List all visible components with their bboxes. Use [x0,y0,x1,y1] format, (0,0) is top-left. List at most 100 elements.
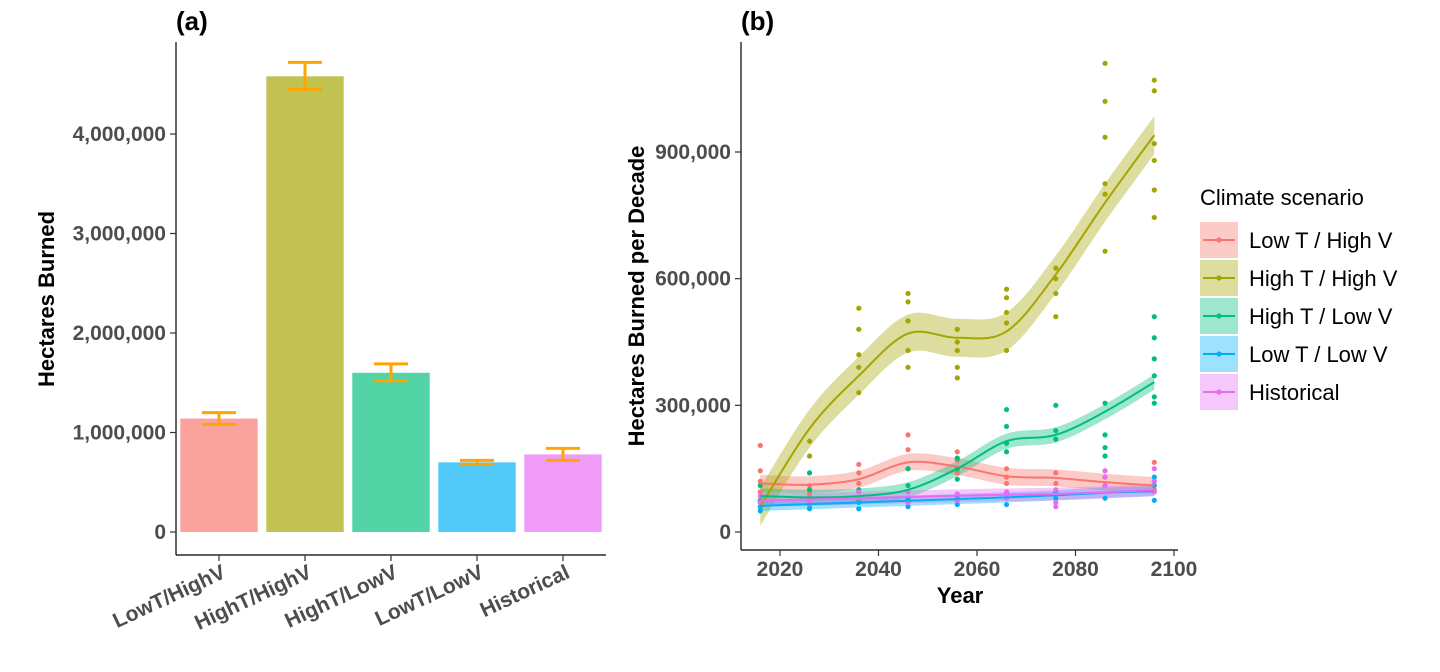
data-point [905,482,911,489]
y-ticks-a: 0 1,000,000 2,000,000 3,000,000 4,000,000 [73,123,176,544]
smooth-lines [759,134,1156,508]
data-point [856,390,862,396]
x-tick-label: 2060 [954,558,1001,581]
data-point [806,453,813,459]
legend-title: Climate scenario [1200,185,1364,210]
data-point [1003,480,1010,487]
y-tick-label: 0 [154,521,166,544]
y-tick-label: 600,000 [655,268,731,291]
data-point [905,290,911,297]
bar [266,76,344,532]
data-point [1151,77,1157,83]
data-point [1053,265,1059,271]
data-point [806,491,813,497]
data-point [1151,187,1157,193]
data-point [1102,248,1108,254]
data-point [954,476,960,482]
data-point [1053,314,1059,320]
panel-a-bar-chart: (a) 0 1,000,000 2,000,000 3,000,000 4,000,00… [34,6,606,635]
data-point [806,438,813,444]
y-tick-label: 3,000,000 [73,223,166,246]
data-point [1102,181,1108,187]
y-tick-label: 300,000 [655,394,731,417]
y-tick-label: 900,000 [655,141,731,164]
data-point [1003,489,1010,495]
smooth-line [760,381,1155,499]
data-point [1102,468,1108,474]
legend-point [1216,237,1222,243]
x-tick-label: 2020 [757,558,804,581]
data-point [757,468,763,474]
data-point [856,470,862,476]
legend-label: Low T / High V [1249,228,1393,253]
x-ticks-a: LowT/HighVHighT/HighVHighT/LowVLowT/LowV… [109,555,573,635]
data-point [856,305,862,311]
data-point [757,442,763,449]
data-point [1003,466,1010,472]
y-tick-label: 0 [719,521,731,544]
data-point [1053,436,1059,442]
data-point [954,326,960,332]
legend-items: Low T / High V High T / High V High T / Lo… [1200,222,1398,410]
data-point [1003,449,1010,455]
legend-point [1216,275,1222,281]
data-point [757,489,763,495]
x-tick-label: 2040 [855,558,902,581]
y-tick-label: 1,000,000 [73,422,166,445]
legend-label: Historical [1249,380,1339,405]
data-point [856,352,862,358]
panel-b-scatter-chart: (b) 0 300,000 600,000 900,000 2020 2040 2060 2… [624,6,1197,608]
smooth-line [759,134,1156,508]
bar [524,454,602,532]
data-point [856,326,862,332]
confidence-band [760,374,1155,505]
data-point [1151,356,1157,362]
data-point [954,364,960,370]
data-point [1102,400,1108,406]
data-point [1003,309,1010,316]
data-point [954,501,960,508]
data-point [856,461,862,468]
data-point [1102,191,1108,197]
data-point [1053,487,1059,493]
smooth-line [760,460,1155,487]
data-point [1102,444,1108,451]
data-point [1102,474,1108,480]
data-point [806,506,813,512]
y-axis-title-b: Hectares Burned per Decade [624,146,649,447]
legend-point [1216,313,1222,319]
data-point [1053,495,1059,501]
data-point [1053,290,1059,297]
data-point [1003,295,1010,301]
legend-label: High T / High V [1249,266,1398,291]
legend-point [1216,351,1222,357]
data-point [1053,504,1059,510]
data-point [856,489,862,495]
legend: Climate scenario Low T / High V High T / … [1200,185,1398,410]
bar [438,462,516,532]
data-point [1151,394,1157,400]
data-point [1053,470,1059,476]
data-point [1003,286,1010,292]
data-point [1151,466,1157,472]
bar [180,418,258,532]
data-point [1102,453,1108,459]
data-point [1102,60,1108,66]
data-point [1151,335,1157,341]
data-point [1151,474,1157,480]
data-point [856,480,862,487]
data-point [1102,98,1108,104]
bar [352,372,430,532]
panel-b-label: (b) [741,6,774,36]
data-point [1053,480,1059,487]
legend-label: Low T / Low V [1249,342,1388,367]
data-point [1151,373,1157,379]
data-point [1151,157,1157,164]
legend-point [1216,389,1222,395]
x-tick-label: 2100 [1151,558,1198,581]
data-point [905,447,911,453]
data-point [1003,501,1010,508]
data-point [905,432,911,438]
data-point [806,487,813,493]
